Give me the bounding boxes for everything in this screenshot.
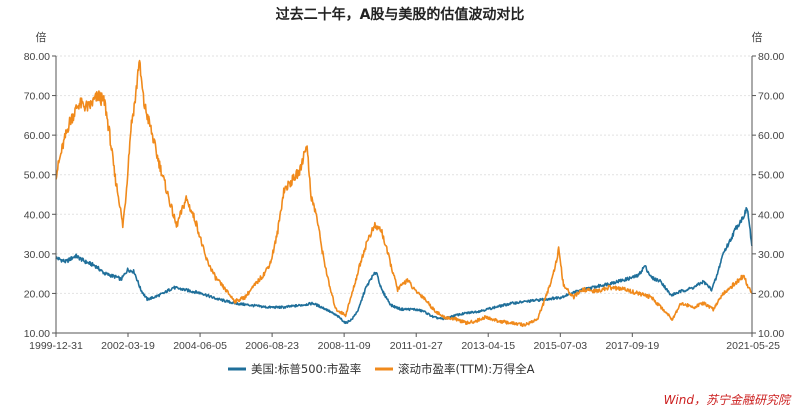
- series-line-us-sp500-pe: [55, 206, 753, 325]
- x-tick-label: 2021-05-25: [726, 340, 780, 352]
- y-tick-label-right: 30.00: [758, 249, 784, 261]
- x-axis: 1999-12-31 2002-03-19 2004-06-05 2006-08-23…: [29, 333, 780, 352]
- y-tick-label-left: 40.00: [24, 209, 50, 221]
- y-tick-label-left: 70.00: [24, 91, 50, 103]
- gridlines: [56, 55, 752, 294]
- y-tick-label-right: 10.00: [758, 328, 784, 340]
- y-tick-label-right: 70.00: [758, 91, 784, 103]
- x-tick-label: 1999-12-31: [29, 340, 83, 352]
- series-line-wind-all-a-pe: [55, 59, 753, 328]
- left-axis-unit: 倍: [36, 30, 47, 44]
- series-group: [55, 59, 753, 328]
- right-y-axis: 10.00 20.00 30.00 40.00 50.00 60.00 70.00 80.00: [752, 51, 784, 340]
- y-tick-label-left: 50.00: [24, 170, 50, 182]
- x-tick-label: 2015-07-03: [533, 340, 587, 352]
- legend-label-us: 美国:标普500:市盈率: [251, 362, 361, 376]
- y-tick-label-right: 50.00: [758, 170, 784, 182]
- right-axis-unit: 倍: [752, 30, 763, 44]
- y-tick-label-left: 20.00: [24, 288, 50, 300]
- y-tick-label-right: 20.00: [758, 288, 784, 300]
- y-tick-label-right: 40.00: [758, 209, 784, 221]
- x-tick-label: 2002-03-19: [101, 340, 155, 352]
- legend: 美国:标普500:市盈率 滚动市盈率(TTM):万得全A: [228, 362, 535, 376]
- y-tick-label-right: 80.00: [758, 51, 784, 63]
- y-tick-label-right: 60.00: [758, 130, 784, 142]
- x-tick-label: 2006-08-23: [245, 340, 299, 352]
- left-y-axis: 10.00 20.00 30.00 40.00 50.00 60.00 70.00 80.00: [24, 51, 56, 340]
- y-tick-label-left: 60.00: [24, 130, 50, 142]
- x-tick-label: 2017-09-19: [605, 340, 659, 352]
- chart-title: 过去二十年，A股与美股的估值波动对比: [276, 6, 525, 23]
- x-tick-label: 2008-11-09: [318, 340, 371, 352]
- x-tick-label: 2004-06-05: [173, 340, 227, 352]
- x-tick-label: 2013-04-15: [461, 340, 515, 352]
- y-tick-label-left: 10.00: [24, 328, 50, 340]
- y-tick-label-left: 30.00: [24, 249, 50, 261]
- y-tick-label-left: 80.00: [24, 51, 50, 63]
- x-tick-label: 2011-01-27: [390, 340, 443, 352]
- source-watermark: Wind，苏宁金融研究院: [664, 393, 792, 407]
- legend-label-cn: 滚动市盈率(TTM):万得全A: [398, 362, 535, 376]
